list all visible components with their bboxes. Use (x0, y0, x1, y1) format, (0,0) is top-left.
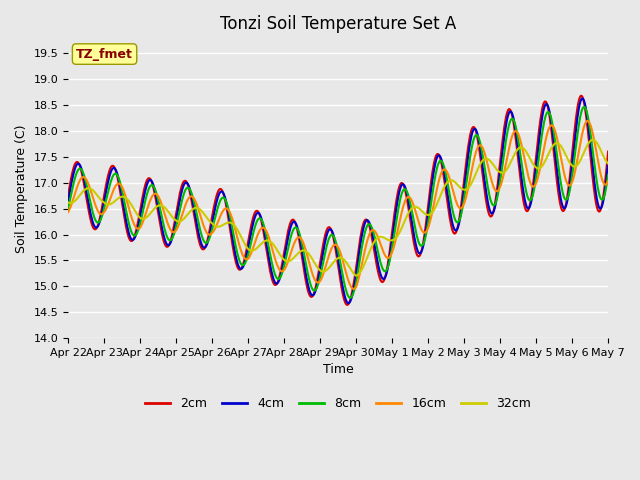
Legend: 2cm, 4cm, 8cm, 16cm, 32cm: 2cm, 4cm, 8cm, 16cm, 32cm (140, 392, 536, 415)
32cm (420, 210, 428, 216)
2cm (404, 204, 412, 210)
16cm (64, 209, 72, 215)
16cm (349, 286, 357, 292)
8cm (74, 168, 82, 173)
32cm (353, 273, 360, 278)
8cm (420, 239, 428, 245)
Text: TZ_fmet: TZ_fmet (76, 48, 133, 60)
Y-axis label: Soil Temperature (C): Soil Temperature (C) (15, 125, 28, 253)
8cm (580, 104, 588, 110)
4cm (213, 198, 221, 204)
8cm (129, 232, 137, 238)
4cm (64, 199, 72, 205)
32cm (184, 211, 192, 216)
2cm (129, 236, 137, 242)
32cm (589, 137, 597, 143)
8cm (347, 295, 355, 300)
8cm (184, 185, 192, 191)
2cm (213, 192, 221, 198)
32cm (64, 200, 72, 205)
2cm (64, 193, 72, 199)
2cm (604, 149, 612, 155)
32cm (604, 161, 612, 167)
Line: 8cm: 8cm (68, 107, 608, 298)
16cm (213, 222, 221, 228)
2cm (344, 302, 351, 308)
4cm (579, 96, 586, 101)
2cm (74, 159, 82, 165)
32cm (74, 195, 82, 201)
32cm (404, 210, 412, 216)
4cm (344, 300, 352, 306)
8cm (64, 206, 72, 212)
Line: 32cm: 32cm (68, 140, 608, 276)
8cm (604, 172, 612, 178)
16cm (404, 194, 412, 200)
4cm (420, 239, 428, 245)
Line: 16cm: 16cm (68, 121, 608, 289)
2cm (577, 93, 585, 98)
8cm (213, 208, 221, 214)
4cm (404, 197, 412, 203)
32cm (129, 205, 137, 211)
Title: Tonzi Soil Temperature Set A: Tonzi Soil Temperature Set A (220, 15, 456, 33)
Line: 4cm: 4cm (68, 98, 608, 303)
X-axis label: Time: Time (323, 363, 353, 376)
2cm (420, 235, 428, 240)
16cm (584, 118, 592, 124)
16cm (74, 182, 82, 188)
16cm (129, 220, 137, 226)
16cm (184, 196, 192, 202)
4cm (184, 182, 192, 188)
8cm (404, 192, 412, 198)
4cm (604, 160, 612, 166)
4cm (74, 161, 82, 167)
Line: 2cm: 2cm (68, 96, 608, 305)
16cm (604, 178, 612, 184)
32cm (213, 224, 221, 229)
16cm (420, 230, 428, 236)
4cm (129, 237, 137, 242)
2cm (184, 183, 192, 189)
